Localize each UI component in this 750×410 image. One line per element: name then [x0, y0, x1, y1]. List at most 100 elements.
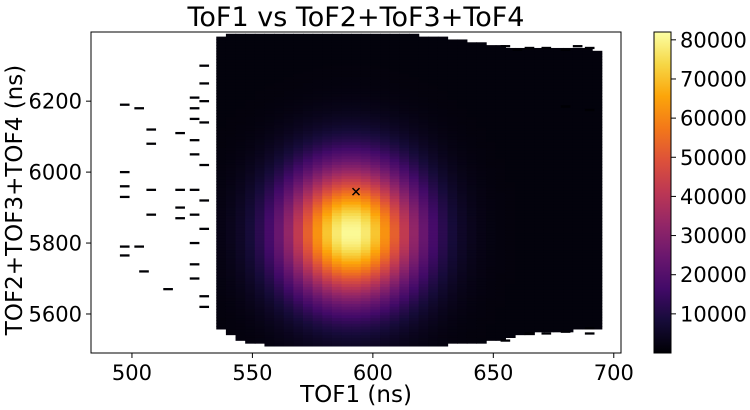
heatmap-bin: [293, 294, 304, 299]
heatmap-bin: [389, 36, 400, 41]
heatmap-bin: [245, 59, 256, 63]
heatmap-bin: [370, 187, 381, 191]
heatmap-bin: [409, 147, 420, 151]
heatmap-bin: [418, 212, 429, 216]
heatmap-bin: [592, 229, 603, 234]
heatmap-bin: [264, 320, 275, 324]
heatmap-bin: [341, 229, 352, 234]
heatmap-bin: [437, 243, 449, 248]
heatmap-bin: [572, 107, 584, 111]
heatmap-bin: [457, 309, 468, 313]
heatmap-bin: [225, 104, 237, 109]
heatmap-bin: [457, 150, 468, 154]
heatmap-bin: [235, 212, 246, 216]
heatmap-bin: [351, 59, 362, 63]
heatmap-bin: [274, 246, 285, 251]
heatmap-bin: [274, 138, 285, 143]
heatmap-bin: [437, 141, 449, 146]
heatmap-bin: [418, 246, 429, 251]
heatmap-bin: [563, 289, 574, 293]
heatmap-bin: [515, 272, 526, 276]
heatmap-bin: [303, 204, 314, 208]
heatmap-bin: [389, 235, 400, 239]
heatmap-bin: [437, 101, 449, 106]
heatmap-bin: [274, 152, 285, 157]
heatmap-bin: [437, 249, 449, 253]
heatmap-bin: [225, 184, 237, 188]
heatmap-bin: [322, 201, 333, 205]
heatmap-bin: [331, 291, 343, 296]
heatmap-bin: [476, 272, 487, 276]
heatmap-bin: [283, 73, 294, 77]
heatmap-bin: [543, 309, 555, 313]
heatmap-bin: [331, 189, 343, 194]
heatmap-bin: [389, 116, 400, 120]
heatmap-bin: [592, 121, 603, 126]
heatmap-bin: [476, 45, 487, 49]
heatmap-bin: [476, 187, 487, 191]
heatmap-bin: [486, 47, 497, 52]
heatmap-bin: [592, 263, 603, 268]
heatmap-bin: [351, 201, 362, 205]
heatmap-bin: [399, 158, 410, 163]
heatmap-bin: [572, 289, 584, 293]
heatmap-bin: [331, 337, 343, 341]
heatmap-bin: [283, 164, 294, 168]
heatmap-bin: [515, 249, 526, 253]
heatmap-bin: [360, 289, 372, 293]
heatmap-bin: [216, 280, 227, 285]
heatmap-bin: [341, 198, 352, 202]
heatmap-bin: [370, 297, 381, 302]
heatmap-bin: [245, 130, 256, 134]
heatmap-bin: [322, 209, 333, 214]
stray-bin: [584, 327, 595, 330]
heatmap-bin: [524, 218, 535, 222]
heatmap-bin: [225, 243, 237, 248]
heatmap-bin: [351, 50, 362, 55]
heatmap-bin: [418, 343, 429, 347]
heatmap-bin: [486, 266, 497, 270]
heatmap-bin: [592, 158, 603, 163]
heatmap-bin: [360, 311, 372, 316]
heatmap-bin: [283, 266, 294, 270]
heatmap-bin: [331, 147, 343, 151]
heatmap-bin: [505, 121, 516, 126]
heatmap-bin: [322, 184, 333, 188]
heatmap-bin: [466, 187, 478, 191]
heatmap-bin: [322, 283, 333, 287]
heatmap-bin: [563, 101, 574, 106]
heatmap-bin: [370, 135, 381, 140]
heatmap-bin: [360, 36, 372, 41]
heatmap-bin: [322, 300, 333, 304]
heatmap-bin: [245, 121, 256, 126]
heatmap-bin: [534, 107, 545, 111]
heatmap-bin: [495, 93, 506, 97]
heatmap-bin: [495, 113, 506, 117]
heatmap-bin: [264, 249, 275, 253]
heatmap-bin: [225, 113, 237, 117]
heatmap-bin: [515, 212, 526, 216]
heatmap-bin: [486, 118, 497, 123]
heatmap-bin: [476, 73, 487, 77]
heatmap-bin: [370, 124, 381, 129]
heatmap-bin: [254, 82, 266, 86]
heatmap-bin: [418, 238, 429, 242]
heatmap-bin: [341, 135, 352, 140]
heatmap-bin: [312, 317, 323, 321]
heatmap-bin: [216, 161, 227, 165]
heatmap-bin: [303, 172, 314, 177]
heatmap-bin: [370, 257, 381, 262]
heatmap-bin: [563, 110, 574, 114]
heatmap-bin: [437, 240, 449, 245]
heatmap-bin: [563, 326, 574, 330]
heatmap-bin: [235, 263, 246, 268]
heatmap-bin: [225, 252, 237, 256]
heatmap-bin: [312, 215, 323, 219]
heatmap-bin: [534, 269, 545, 273]
heatmap-bin: [399, 331, 410, 336]
heatmap-bin: [360, 45, 372, 49]
heatmap-bin: [341, 204, 352, 208]
heatmap-bin: [341, 167, 352, 171]
heatmap-bin: [409, 53, 420, 58]
heatmap-bin: [360, 113, 372, 117]
